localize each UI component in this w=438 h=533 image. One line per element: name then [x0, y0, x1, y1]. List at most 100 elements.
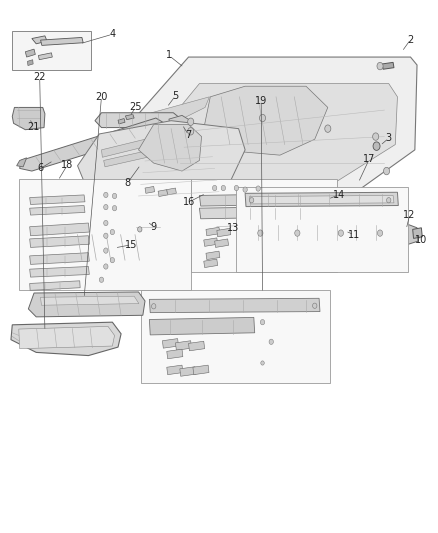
Circle shape	[104, 264, 108, 269]
Polygon shape	[237, 187, 408, 272]
Polygon shape	[176, 341, 191, 350]
Circle shape	[104, 205, 108, 210]
Polygon shape	[104, 148, 162, 167]
Text: 15: 15	[125, 240, 137, 250]
Polygon shape	[169, 115, 193, 131]
Polygon shape	[119, 57, 417, 203]
Polygon shape	[138, 124, 201, 171]
Circle shape	[187, 118, 194, 125]
Text: 10: 10	[415, 235, 427, 245]
Polygon shape	[118, 118, 125, 124]
Circle shape	[187, 127, 194, 135]
Circle shape	[377, 62, 383, 70]
Polygon shape	[19, 179, 191, 290]
Text: 5: 5	[172, 91, 179, 101]
Text: 22: 22	[33, 72, 46, 82]
Text: 16: 16	[183, 197, 195, 207]
Polygon shape	[102, 135, 165, 157]
Circle shape	[387, 198, 391, 203]
Circle shape	[138, 227, 142, 232]
Polygon shape	[149, 317, 254, 335]
Circle shape	[113, 206, 117, 211]
Text: 19: 19	[255, 96, 267, 106]
Polygon shape	[12, 108, 45, 130]
Text: 25: 25	[129, 102, 141, 112]
Polygon shape	[413, 228, 422, 238]
Polygon shape	[20, 118, 165, 171]
Polygon shape	[149, 298, 320, 313]
Polygon shape	[188, 341, 205, 351]
Polygon shape	[30, 253, 89, 264]
Circle shape	[250, 198, 254, 203]
Circle shape	[313, 303, 317, 309]
Polygon shape	[25, 49, 35, 57]
Text: 18: 18	[61, 160, 74, 169]
Polygon shape	[382, 62, 394, 69]
Polygon shape	[28, 292, 145, 317]
Text: 12: 12	[403, 210, 416, 220]
Polygon shape	[125, 114, 134, 119]
Polygon shape	[30, 195, 85, 205]
Polygon shape	[141, 290, 330, 383]
Circle shape	[212, 185, 217, 191]
Text: 14: 14	[332, 190, 345, 200]
Polygon shape	[167, 349, 183, 359]
Circle shape	[113, 193, 117, 199]
Polygon shape	[28, 60, 33, 66]
Polygon shape	[41, 37, 83, 45]
Polygon shape	[66, 233, 156, 262]
Polygon shape	[215, 239, 229, 247]
Text: 21: 21	[27, 122, 39, 132]
Text: 17: 17	[363, 155, 375, 164]
Circle shape	[104, 233, 108, 238]
Polygon shape	[244, 220, 401, 245]
Polygon shape	[32, 36, 47, 44]
Circle shape	[259, 114, 265, 122]
Polygon shape	[12, 30, 91, 70]
Text: 9: 9	[151, 222, 157, 232]
Polygon shape	[162, 338, 179, 348]
Polygon shape	[30, 236, 89, 247]
Circle shape	[295, 230, 300, 236]
Polygon shape	[39, 53, 52, 60]
Polygon shape	[167, 188, 177, 195]
Polygon shape	[250, 224, 396, 241]
Polygon shape	[204, 86, 328, 155]
Polygon shape	[145, 187, 155, 193]
Polygon shape	[19, 326, 115, 349]
Circle shape	[152, 304, 156, 309]
Polygon shape	[206, 251, 220, 260]
Polygon shape	[78, 120, 245, 206]
Circle shape	[325, 125, 331, 132]
Polygon shape	[41, 296, 139, 305]
Circle shape	[104, 220, 108, 225]
Circle shape	[234, 185, 239, 191]
Polygon shape	[199, 193, 327, 206]
Polygon shape	[167, 365, 183, 375]
Polygon shape	[11, 322, 121, 356]
Polygon shape	[152, 84, 397, 187]
Text: 13: 13	[227, 223, 240, 233]
Circle shape	[373, 142, 380, 150]
Polygon shape	[199, 206, 327, 219]
Polygon shape	[145, 97, 209, 134]
Polygon shape	[206, 227, 220, 236]
Text: 20: 20	[95, 92, 108, 102]
Polygon shape	[393, 219, 418, 246]
Circle shape	[378, 230, 383, 236]
Polygon shape	[245, 192, 398, 207]
Polygon shape	[30, 266, 89, 277]
Circle shape	[384, 167, 390, 175]
Polygon shape	[193, 365, 209, 375]
Polygon shape	[30, 223, 89, 236]
Circle shape	[99, 277, 104, 282]
Polygon shape	[191, 179, 336, 272]
Circle shape	[104, 248, 108, 253]
Polygon shape	[250, 196, 394, 204]
Polygon shape	[180, 367, 196, 376]
Polygon shape	[212, 221, 242, 237]
Polygon shape	[204, 238, 218, 246]
Polygon shape	[130, 219, 165, 236]
Text: 3: 3	[386, 133, 392, 143]
Text: 8: 8	[124, 177, 131, 188]
